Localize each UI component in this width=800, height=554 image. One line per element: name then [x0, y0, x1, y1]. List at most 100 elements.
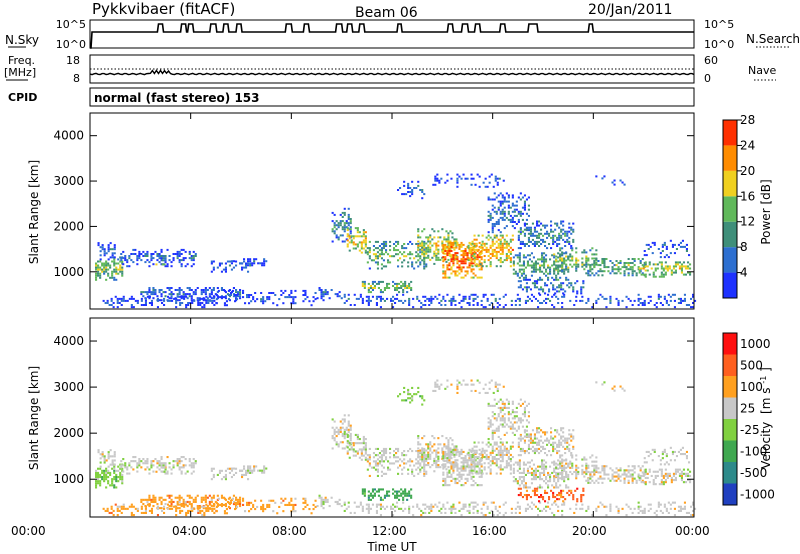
power-cell [394, 287, 397, 289]
power-cell [176, 293, 179, 296]
velocity-cell [487, 466, 490, 469]
power-cell [204, 293, 207, 296]
velocity-cell [158, 498, 161, 501]
power-cell [689, 273, 692, 276]
velocity-cell [501, 406, 504, 409]
power-cell [575, 259, 578, 262]
power-cell [132, 297, 135, 300]
power-cell [599, 268, 602, 271]
power-cell [534, 270, 537, 273]
power-cell [683, 299, 686, 302]
velocity-cell [456, 448, 459, 451]
power-cell [140, 259, 143, 262]
velocity-cell [302, 501, 305, 504]
power-cell [187, 302, 190, 304]
power-cell [211, 302, 214, 304]
velocity-cell [380, 470, 383, 473]
velocity-cell [527, 443, 530, 446]
power-cell [640, 267, 643, 270]
velocity-cell [341, 435, 344, 438]
power-cell [495, 212, 498, 215]
power-cell [532, 295, 535, 298]
velocity-cell [433, 443, 436, 446]
velocity-cell [644, 476, 647, 479]
velocity-cell [170, 505, 173, 508]
power-cell [678, 267, 681, 270]
power-cell [530, 264, 533, 267]
velocity-cell [458, 450, 461, 453]
colorbar-swatch [723, 272, 737, 298]
power-cell [631, 258, 634, 260]
power-cell [524, 302, 527, 304]
power-cell [383, 287, 386, 289]
power-cell [456, 173, 459, 176]
power-cell [462, 258, 465, 261]
power-cell [117, 272, 120, 275]
power-cell [136, 302, 139, 304]
power-cell [364, 249, 367, 252]
power-cell [210, 262, 213, 265]
velocity-cell [569, 462, 572, 465]
power-cell [576, 292, 579, 295]
velocity-cell [491, 460, 494, 463]
power-cell [613, 179, 616, 182]
velocity-cell [288, 501, 291, 504]
freq-left-tick-bottom: 8 [73, 72, 80, 85]
power-cell [480, 299, 483, 302]
velocity-cell [427, 457, 430, 460]
velocity-cell [530, 467, 533, 470]
power-cell [685, 248, 688, 250]
power-cell [452, 258, 455, 261]
velocity-cell [126, 468, 129, 471]
power-cell [683, 297, 686, 300]
power-cell [505, 234, 508, 237]
velocity-cell [427, 455, 430, 458]
velocity-cell [597, 481, 600, 484]
velocity-cell [539, 478, 542, 481]
power-cell [575, 257, 578, 260]
power-cell [158, 291, 161, 294]
power-cell [561, 295, 564, 298]
power-cell [198, 299, 201, 302]
velocity-cell [495, 417, 498, 420]
power-cell [105, 268, 108, 271]
y-tick-label: 4000 [53, 129, 84, 143]
power-cell [642, 273, 645, 276]
power-cell [320, 295, 323, 298]
power-cell [524, 276, 527, 279]
noise-panel-frame [89, 19, 695, 49]
power-cell [689, 271, 692, 274]
velocity-cell [497, 429, 500, 432]
power-cell [122, 250, 125, 253]
velocity-cell [176, 460, 179, 463]
velocity-cell [544, 439, 547, 442]
velocity-cell [333, 420, 336, 423]
velocity-cell [278, 505, 281, 508]
velocity-cell [367, 494, 370, 497]
power-cell [479, 246, 482, 249]
power-cell [560, 230, 563, 233]
velocity-cell [623, 469, 626, 472]
power-cell [517, 221, 520, 223]
velocity-cell [522, 461, 525, 464]
power-cell [637, 297, 640, 300]
velocity-cell [99, 461, 102, 464]
power-cell [548, 288, 551, 291]
power-cell [435, 256, 438, 259]
velocity-cell [499, 438, 502, 441]
power-cell [451, 236, 454, 239]
velocity-cell [119, 476, 122, 479]
power-cell [652, 263, 655, 266]
velocity-cell [374, 462, 377, 465]
velocity-cell [589, 471, 592, 474]
velocity-cell [380, 456, 383, 459]
velocity-cell [356, 452, 359, 455]
power-cell [568, 226, 571, 229]
velocity-cell [565, 462, 568, 465]
velocity-cell [204, 494, 207, 497]
power-cell [587, 274, 590, 277]
velocity-cell [382, 454, 385, 457]
velocity-cell [497, 453, 500, 456]
velocity-cell [487, 425, 490, 428]
velocity-cell [173, 505, 176, 508]
